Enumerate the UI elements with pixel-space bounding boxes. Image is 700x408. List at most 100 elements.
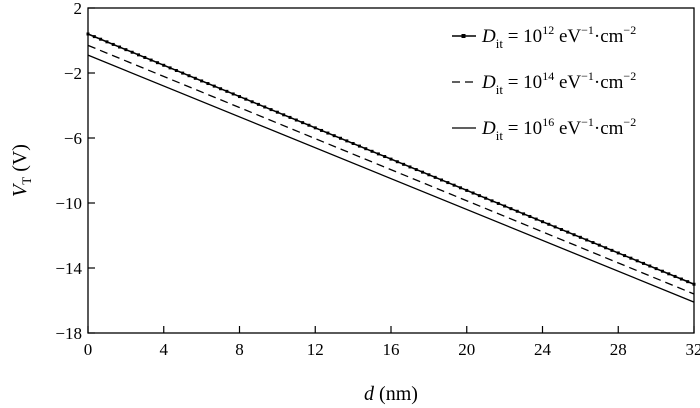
x-tick-label: 20 bbox=[458, 340, 475, 359]
y-tick-label: −14 bbox=[55, 259, 82, 278]
y-axis-label: VT (V) bbox=[9, 144, 34, 197]
data-marker bbox=[421, 170, 425, 174]
data-marker bbox=[288, 115, 292, 119]
data-marker bbox=[282, 113, 286, 117]
x-axis-label: d (nm) bbox=[364, 383, 418, 405]
series-line-14 bbox=[87, 44, 695, 295]
data-marker bbox=[105, 40, 109, 44]
data-marker bbox=[383, 155, 387, 159]
data-marker bbox=[541, 220, 544, 224]
data-marker bbox=[320, 128, 324, 132]
data-marker bbox=[294, 118, 298, 122]
data-marker bbox=[111, 42, 115, 46]
data-marker bbox=[686, 280, 690, 284]
legend-marker bbox=[461, 34, 466, 38]
x-tick-label: 28 bbox=[610, 340, 627, 359]
data-marker bbox=[206, 82, 210, 86]
data-marker bbox=[496, 201, 500, 205]
data-marker bbox=[238, 95, 241, 99]
data-marker bbox=[490, 199, 494, 203]
plot-frame bbox=[87, 7, 695, 334]
data-marker bbox=[610, 248, 614, 252]
data-marker bbox=[263, 105, 267, 109]
data-marker bbox=[642, 261, 645, 265]
legend-label: Dit = 1014 eV−1·cm−2 bbox=[481, 69, 636, 97]
data-marker bbox=[389, 157, 393, 161]
data-marker bbox=[351, 141, 355, 145]
data-marker bbox=[301, 121, 305, 125]
data-marker bbox=[458, 186, 462, 190]
data-marker bbox=[307, 123, 311, 127]
legend-label: Dit = 1012 eV−1·cm−2 bbox=[481, 23, 636, 51]
data-marker bbox=[648, 264, 652, 268]
data-marker bbox=[522, 212, 526, 216]
data-marker bbox=[256, 102, 260, 106]
data-marker bbox=[553, 225, 557, 229]
y-tick-label: −10 bbox=[55, 194, 82, 213]
data-marker bbox=[559, 228, 563, 232]
x-tick-label: 24 bbox=[534, 340, 552, 359]
legend-label: Dit = 1016 eV−1·cm−2 bbox=[481, 115, 636, 143]
data-marker bbox=[357, 144, 361, 148]
data-marker bbox=[193, 76, 197, 80]
data-marker bbox=[250, 100, 254, 104]
data-marker bbox=[149, 58, 153, 62]
data-marker bbox=[370, 149, 374, 153]
data-marker bbox=[427, 173, 431, 177]
data-marker bbox=[92, 35, 96, 39]
data-marker bbox=[200, 79, 204, 83]
data-marker bbox=[137, 53, 140, 57]
data-marker bbox=[339, 136, 342, 140]
data-marker bbox=[225, 89, 229, 93]
data-marker bbox=[332, 134, 336, 138]
data-marker bbox=[162, 63, 166, 67]
data-marker bbox=[130, 50, 134, 54]
y-tick-label: −6 bbox=[64, 129, 82, 148]
data-marker bbox=[547, 222, 551, 226]
data-marker bbox=[477, 194, 481, 198]
data-marker bbox=[376, 152, 380, 156]
x-tick-label: 8 bbox=[235, 340, 244, 359]
series-lines bbox=[86, 32, 696, 303]
data-marker bbox=[667, 272, 671, 276]
legend-entry-16: Dit = 1016 eV−1·cm−2 bbox=[452, 115, 636, 143]
y-tick-label: −2 bbox=[64, 64, 82, 83]
data-marker bbox=[118, 45, 122, 49]
data-marker bbox=[174, 68, 178, 72]
x-tick-label: 32 bbox=[686, 340, 700, 359]
data-marker bbox=[168, 66, 172, 70]
data-marker bbox=[509, 207, 513, 211]
y-tick-label: 2 bbox=[74, 0, 83, 18]
data-marker bbox=[364, 147, 368, 151]
data-marker bbox=[654, 267, 658, 271]
x-tick-label: 0 bbox=[84, 340, 93, 359]
x-tick-label: 4 bbox=[160, 340, 169, 359]
series-line-16 bbox=[87, 54, 695, 303]
data-marker bbox=[414, 168, 418, 172]
data-marker bbox=[212, 84, 216, 88]
data-marker bbox=[623, 254, 627, 258]
data-marker bbox=[566, 230, 570, 234]
data-marker bbox=[408, 165, 412, 169]
y-tick-label: −18 bbox=[55, 324, 82, 343]
data-marker bbox=[503, 204, 507, 208]
data-marker bbox=[572, 233, 576, 237]
data-marker bbox=[534, 217, 538, 221]
data-marker bbox=[629, 256, 633, 260]
axes: 0 4 8 12 16 20 24 28 32 2 −2 −6 −10 −14 −18 d (nm) VT (V… bbox=[9, 0, 700, 405]
data-marker bbox=[187, 74, 191, 78]
data-marker bbox=[679, 277, 683, 281]
data-marker bbox=[515, 209, 519, 213]
data-marker bbox=[326, 131, 330, 135]
data-marker bbox=[345, 139, 349, 143]
data-marker bbox=[181, 71, 185, 75]
data-marker bbox=[231, 92, 235, 96]
data-marker bbox=[313, 126, 317, 130]
plot-area bbox=[87, 7, 695, 334]
data-marker bbox=[99, 37, 103, 41]
data-marker bbox=[597, 243, 601, 247]
data-marker bbox=[616, 251, 620, 255]
data-marker bbox=[86, 32, 90, 36]
data-marker bbox=[433, 175, 437, 179]
